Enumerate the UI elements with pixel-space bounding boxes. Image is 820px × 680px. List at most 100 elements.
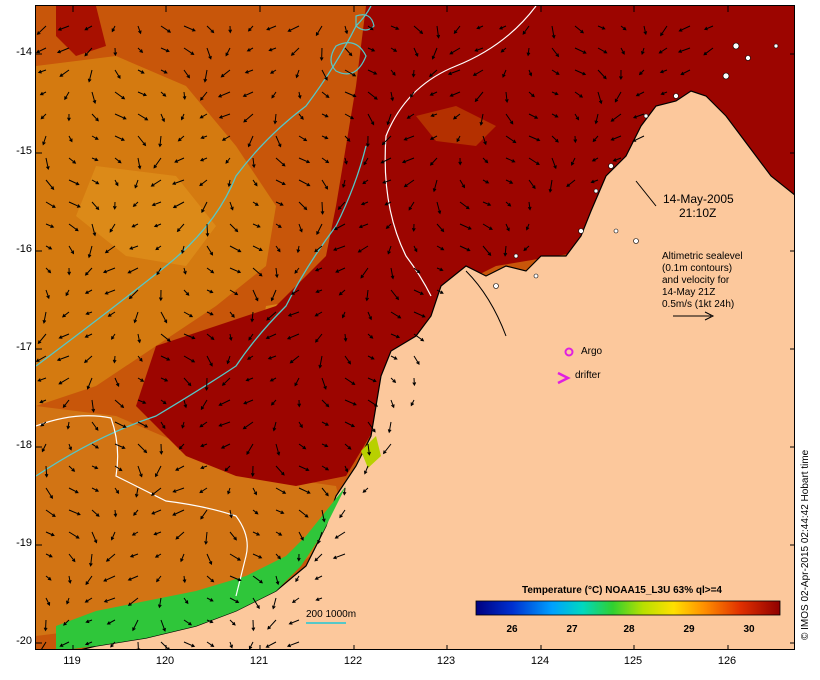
velocity-arrow [342, 487, 347, 496]
velocity-arrow [183, 69, 190, 79]
velocity-arrow [56, 47, 70, 54]
velocity-arrow [40, 421, 47, 427]
velocity-arrow [275, 245, 281, 253]
velocity-arrow [137, 355, 143, 362]
velocity-arrow [297, 91, 302, 100]
date-label: 14-May-2005 [663, 192, 734, 206]
velocity-arrow [153, 223, 162, 228]
altimetry-line-5: 0.5m/s (1kt 24h) [662, 299, 735, 310]
velocity-arrow [89, 553, 93, 567]
velocity-arrow [251, 619, 256, 632]
velocity-arrow [200, 509, 208, 520]
velocity-arrow [86, 377, 93, 390]
velocity-arrow [218, 399, 231, 406]
velocity-arrow [42, 311, 47, 324]
velocity-arrow [45, 531, 55, 537]
velocity-arrow [246, 443, 254, 456]
velocity-arrow [367, 311, 372, 321]
velocity-arrow [229, 223, 239, 233]
velocity-arrow [357, 245, 369, 253]
velocity-arrow [410, 91, 415, 98]
velocity-arrow [176, 223, 185, 233]
velocity-arrow [127, 575, 139, 581]
velocity-arrow [252, 575, 264, 584]
velocity-arrow [64, 91, 70, 101]
velocity-arrow [338, 289, 346, 296]
velocity-arrow [42, 135, 47, 146]
velocity-arrow [382, 179, 392, 184]
velocity-arrow [344, 157, 348, 165]
velocity-arrow [40, 113, 47, 120]
velocity-arrow [36, 47, 47, 54]
credit-stamp: © IMOS 02-Apr-2015 02:44:42 Hobart time [800, 449, 811, 640]
velocity-arrow [456, 135, 461, 143]
velocity-arrow [206, 267, 215, 274]
sst-map [36, 6, 794, 649]
velocity-arrow [367, 421, 376, 433]
depth-contour-1000m [36, 145, 367, 477]
velocity-arrow [321, 377, 327, 390]
velocity-arrow [183, 355, 196, 363]
velocity-arrow [659, 69, 668, 74]
velocity-arrow [58, 333, 70, 339]
velocity-arrow [413, 47, 419, 57]
velocity-arrow [172, 487, 185, 493]
lon-tick-label: 119 [63, 655, 81, 667]
velocity-arrow [45, 289, 50, 300]
velocity-arrow [505, 179, 514, 184]
velocity-arrow [36, 25, 47, 35]
lon-tick-label: 123 [436, 655, 456, 667]
velocity-arrow [429, 91, 438, 96]
velocity-arrow [318, 355, 323, 369]
velocity-arrow [482, 179, 490, 184]
velocity-arrow [298, 443, 307, 450]
velocity-arrow [206, 311, 214, 316]
velocity-arrow [105, 553, 116, 562]
velocity-arrow [243, 399, 254, 405]
velocity-arrow [131, 223, 139, 228]
velocity-arrow [275, 487, 287, 494]
velocity-arrow [229, 509, 233, 519]
sst-map-panel[interactable]: 14-May-2005 21:10Z Altimetric sealevel (… [35, 5, 795, 650]
velocity-arrow [522, 25, 530, 35]
velocity-arrow [45, 597, 51, 606]
velocity-arrow [498, 25, 507, 30]
colorbar-tick-label: 30 [743, 624, 755, 635]
velocity-arrow [112, 355, 117, 364]
velocity-arrow [367, 355, 375, 360]
velocity-arrow [528, 157, 540, 166]
velocity-arrow [413, 267, 421, 274]
velocity-arrow [45, 179, 55, 191]
velocity-arrow [390, 311, 402, 319]
velocity-arrow [68, 135, 73, 143]
velocity-arrow [114, 135, 125, 141]
velocity-arrow [525, 223, 530, 231]
altimetry-line-2: (0.1m contours) [662, 263, 733, 274]
velocity-arrow [390, 399, 395, 409]
velocity-arrow [243, 113, 254, 123]
argo-marker [564, 347, 574, 357]
velocity-arrow [91, 443, 99, 449]
velocity-arrow [362, 487, 369, 493]
velocity-arrow [270, 289, 277, 302]
velocity-arrow [245, 377, 254, 382]
velocity-arrow [199, 179, 208, 187]
velocity-arrow [523, 245, 530, 252]
velocity-arrow [591, 157, 599, 162]
velocity-arrow [45, 201, 56, 208]
velocity-arrow [160, 113, 165, 123]
velocity-arrow [229, 553, 241, 561]
velocity-arrow [155, 245, 162, 251]
velocity-arrow [160, 399, 167, 405]
velocity-arrow [68, 201, 81, 208]
velocity-arrow [660, 91, 668, 96]
velocity-arrow [413, 289, 424, 295]
velocity-arrow [286, 641, 300, 648]
velocity-arrow [447, 69, 461, 76]
velocity-arrow [390, 91, 395, 102]
lon-tick-label: 122 [343, 655, 363, 667]
velocity-arrow [114, 377, 120, 387]
velocity-arrow [150, 179, 162, 187]
velocity-arrow [154, 553, 162, 558]
velocity-arrow [45, 487, 53, 499]
